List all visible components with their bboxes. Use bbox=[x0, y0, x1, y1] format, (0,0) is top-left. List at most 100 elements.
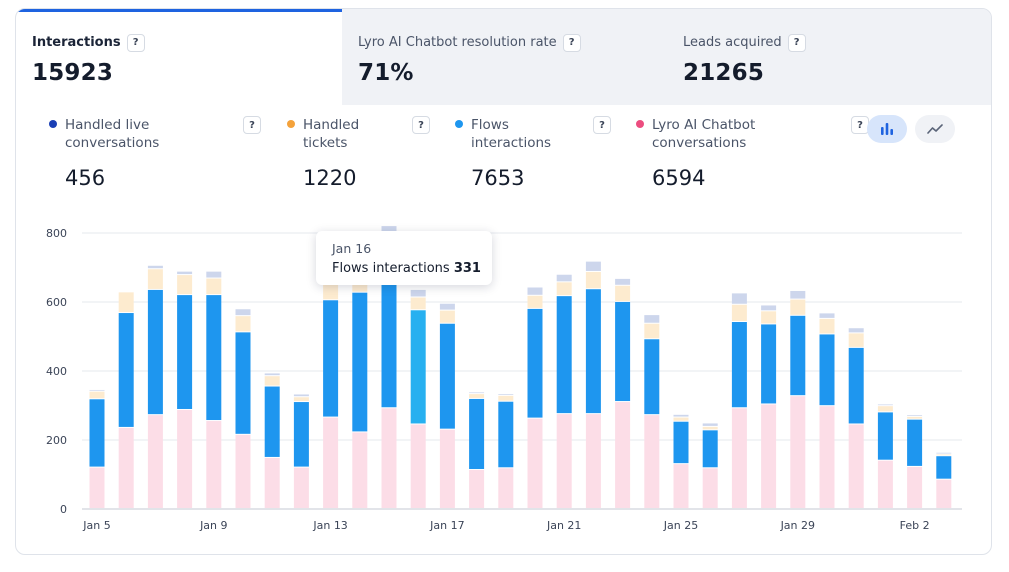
bar-segment[interactable] bbox=[177, 271, 193, 275]
bar-segment[interactable] bbox=[469, 392, 485, 394]
bar-segment[interactable] bbox=[673, 414, 689, 417]
bar-segment[interactable] bbox=[585, 289, 601, 414]
bar-segment[interactable] bbox=[118, 313, 134, 427]
bar-segment[interactable] bbox=[206, 421, 222, 508]
legend-flows-interactions[interactable]: Flows interactions ? 7653 bbox=[455, 116, 611, 190]
bar-segment[interactable] bbox=[206, 295, 222, 421]
bar-segment[interactable] bbox=[469, 394, 485, 398]
bar-segment[interactable] bbox=[323, 284, 339, 300]
bar-segment[interactable] bbox=[936, 452, 952, 454]
bar-segment[interactable] bbox=[439, 310, 455, 323]
help-icon[interactable]: ? bbox=[593, 116, 611, 134]
bar-segment[interactable] bbox=[177, 409, 193, 508]
bar-segment[interactable] bbox=[761, 324, 777, 404]
bar-segment[interactable] bbox=[89, 467, 105, 508]
bar-segment[interactable] bbox=[439, 303, 455, 310]
bar-segment[interactable] bbox=[498, 468, 514, 508]
help-icon[interactable]: ? bbox=[851, 116, 869, 134]
bar-segment[interactable] bbox=[585, 414, 601, 508]
bar-segment[interactable] bbox=[702, 423, 718, 426]
bar-segment[interactable] bbox=[761, 404, 777, 508]
tab-leads-acquired[interactable]: Leads acquired? 21265 bbox=[667, 9, 991, 105]
bar-segment[interactable] bbox=[790, 299, 806, 315]
help-icon[interactable]: ? bbox=[126, 33, 145, 52]
bar-segment[interactable] bbox=[644, 415, 660, 508]
bar-segment[interactable] bbox=[469, 470, 485, 508]
bar-segment[interactable] bbox=[498, 395, 514, 401]
bar-segment[interactable] bbox=[147, 265, 163, 269]
bar-segment[interactable] bbox=[819, 334, 835, 406]
bar-segment[interactable] bbox=[147, 415, 163, 508]
bar-segment[interactable] bbox=[235, 332, 251, 434]
bar-segment[interactable] bbox=[731, 304, 747, 322]
bar-segment[interactable] bbox=[877, 412, 893, 460]
bar-segment[interactable] bbox=[556, 296, 572, 414]
bar-segment[interactable] bbox=[410, 424, 426, 508]
bar-segment[interactable] bbox=[206, 271, 222, 278]
bar-segment[interactable] bbox=[615, 402, 631, 508]
bar-segment[interactable] bbox=[381, 408, 397, 508]
bar-segment[interactable] bbox=[264, 386, 280, 457]
bar-segment[interactable] bbox=[381, 226, 397, 233]
bar-segment[interactable] bbox=[323, 300, 339, 417]
bar-segment[interactable] bbox=[731, 293, 747, 304]
bar-segment[interactable] bbox=[235, 434, 251, 508]
tab-interactions[interactable]: Interactions? 15923 bbox=[16, 9, 342, 105]
bar-segment[interactable] bbox=[731, 322, 747, 408]
bar-segment[interactable] bbox=[673, 464, 689, 508]
help-icon[interactable]: ? bbox=[562, 33, 581, 52]
bar-segment[interactable] bbox=[293, 402, 309, 467]
bar-segment[interactable] bbox=[936, 479, 952, 508]
bar-segment[interactable] bbox=[673, 421, 689, 464]
bar-segment[interactable] bbox=[907, 415, 923, 416]
bar-segment[interactable] bbox=[264, 457, 280, 508]
bar-segment[interactable] bbox=[615, 285, 631, 301]
bar-segment[interactable] bbox=[585, 261, 601, 271]
bar-segment[interactable] bbox=[410, 289, 426, 297]
bar-segment[interactable] bbox=[323, 417, 339, 508]
bar-segment[interactable] bbox=[293, 394, 309, 397]
bar-segment[interactable] bbox=[264, 376, 280, 386]
bar-segment[interactable] bbox=[673, 417, 689, 421]
bar-segment[interactable] bbox=[877, 406, 893, 412]
bar-segment[interactable] bbox=[936, 456, 952, 479]
bar-segment[interactable] bbox=[936, 454, 952, 456]
help-icon[interactable]: ? bbox=[243, 116, 261, 134]
bar-segment[interactable] bbox=[790, 290, 806, 299]
bar-segment[interactable] bbox=[877, 404, 893, 406]
bar-segment[interactable] bbox=[848, 333, 864, 347]
bar-segment[interactable] bbox=[89, 391, 105, 399]
bar-segment[interactable] bbox=[235, 309, 251, 316]
bar-segment[interactable] bbox=[235, 316, 251, 332]
bar-segment[interactable] bbox=[498, 401, 514, 468]
bar-segment[interactable] bbox=[615, 278, 631, 285]
bar-segment[interactable] bbox=[293, 397, 309, 402]
bar-segment[interactable] bbox=[527, 287, 543, 295]
bar-segment[interactable] bbox=[702, 430, 718, 468]
help-icon[interactable]: ? bbox=[412, 116, 430, 134]
bar-segment[interactable] bbox=[206, 278, 222, 295]
bar-segment[interactable] bbox=[644, 339, 660, 415]
bar-chart-toggle[interactable] bbox=[867, 115, 907, 143]
bar-segment[interactable] bbox=[527, 418, 543, 508]
bar-segment[interactable] bbox=[527, 295, 543, 308]
bar-segment[interactable] bbox=[819, 406, 835, 508]
bar-segment[interactable] bbox=[147, 269, 163, 289]
bar-segment[interactable] bbox=[177, 275, 193, 295]
bar-segment[interactable] bbox=[907, 466, 923, 508]
bar-segment[interactable] bbox=[498, 394, 514, 395]
bar-segment[interactable] bbox=[761, 305, 777, 311]
bar-segment[interactable] bbox=[439, 323, 455, 429]
bar-segment[interactable] bbox=[877, 460, 893, 508]
bar-segment[interactable] bbox=[585, 271, 601, 289]
bar-segment[interactable] bbox=[264, 373, 280, 376]
bar-segment[interactable] bbox=[381, 251, 397, 408]
bar-segment[interactable] bbox=[410, 310, 426, 424]
line-chart-toggle[interactable] bbox=[915, 115, 955, 143]
bar-segment[interactable] bbox=[907, 419, 923, 466]
bar-segment[interactable] bbox=[556, 274, 572, 282]
bar-segment[interactable] bbox=[819, 313, 835, 318]
bar-segment[interactable] bbox=[615, 302, 631, 402]
legend-handled-tickets[interactable]: Handled tickets ? 1220 bbox=[287, 116, 430, 190]
bar-segment[interactable] bbox=[848, 424, 864, 508]
